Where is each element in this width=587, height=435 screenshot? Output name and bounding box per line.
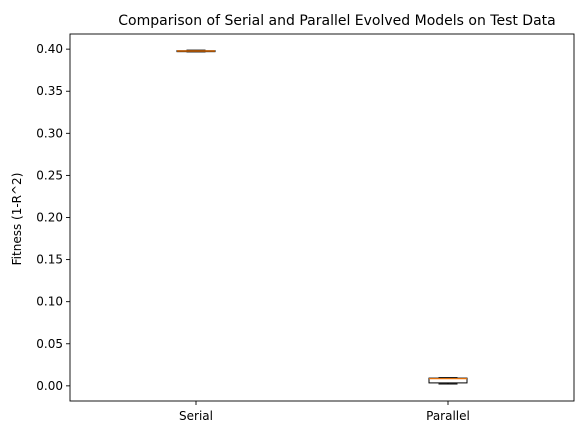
- y-tick-label: 0.10: [36, 295, 63, 309]
- axes-frame: [69, 33, 575, 402]
- y-axis-label: Fitness (1-R^2): [10, 173, 24, 266]
- x-tick-label: Parallel: [426, 409, 470, 423]
- x-axis: Serial Parallel: [179, 401, 470, 423]
- y-tick-label: 0.20: [36, 211, 63, 225]
- box-serial: [176, 49, 216, 53]
- boxes: [176, 49, 468, 385]
- y-tick-label: 0.15: [36, 253, 63, 267]
- y-tick-label: 0.40: [36, 42, 63, 56]
- chart-title: Comparison of Serial and Parallel Evolve…: [118, 13, 555, 29]
- y-tick-label: 0.05: [36, 337, 63, 351]
- y-tick-label: 0.00: [36, 379, 63, 393]
- y-tick-label: 0.25: [36, 168, 63, 182]
- y-tick-label: 0.35: [36, 84, 63, 98]
- x-tick-label: Serial: [179, 409, 213, 423]
- y-axis: 0.00 0.05 0.10 0.15 0.20 0.25 0.30 0.35 0.40: [36, 42, 70, 393]
- box-parallel: [428, 377, 468, 385]
- y-tick-label: 0.30: [36, 126, 63, 140]
